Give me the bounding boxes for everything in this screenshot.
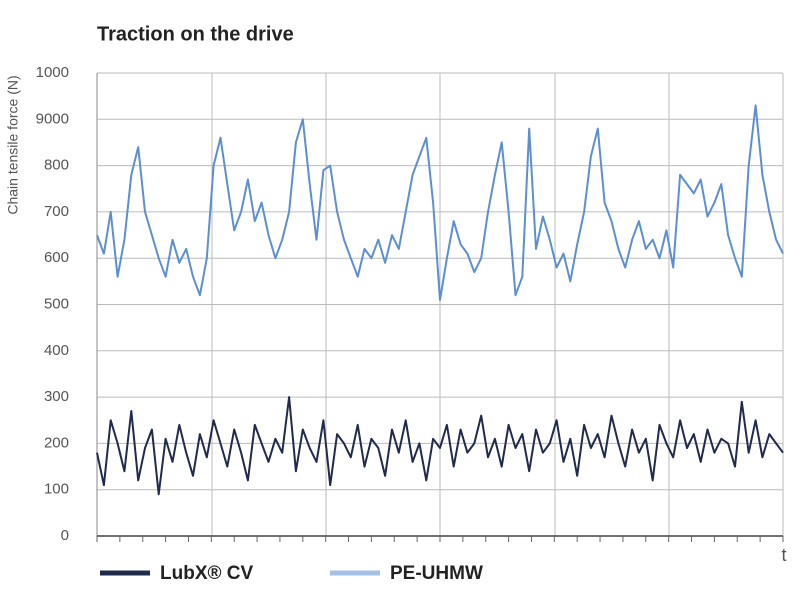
y-axis-title: Chain tensile force (N) (5, 75, 21, 214)
legend-label: PE-UHMW (390, 563, 483, 584)
y-tick-label: 700 (44, 203, 69, 220)
y-tick-label: 200 (44, 434, 69, 451)
y-tick-label: 9000 (36, 110, 69, 127)
y-tick-label: 600 (44, 249, 69, 266)
chart-title: Traction on the drive (97, 23, 294, 45)
y-tick-label: 300 (44, 388, 69, 405)
x-axis-title: t (781, 545, 786, 565)
legend-label: LubX® CV (160, 563, 253, 584)
y-tick-label: 1000 (36, 64, 69, 81)
series-line (96, 396, 784, 496)
y-tick-label: 800 (44, 157, 69, 174)
y-tick-label: 100 (44, 481, 69, 498)
y-tick-label: 0 (61, 527, 69, 544)
series-line (96, 104, 784, 301)
y-tick-label: 400 (44, 342, 69, 359)
y-tick-label: 500 (44, 295, 69, 312)
